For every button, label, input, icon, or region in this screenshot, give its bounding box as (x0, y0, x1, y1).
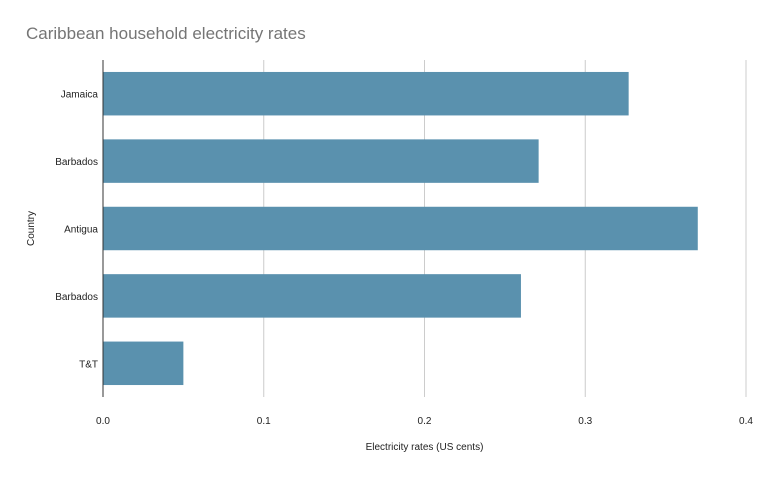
x-tick-labels: 0.0 0.1 0.2 0.3 0.4 (96, 416, 753, 427)
bars (103, 71, 698, 386)
y-category-label: Jamaica (61, 90, 99, 101)
bar (103, 71, 629, 116)
x-axis-title: Electricity rates (US cents) (366, 442, 484, 453)
x-tick-label: 0.0 (96, 416, 110, 427)
y-category-label: Barbados (55, 292, 98, 303)
y-category-label: Antigua (64, 225, 98, 236)
y-category-label: Barbados (55, 157, 98, 168)
chart-title: Caribbean household electricity rates (26, 24, 306, 43)
x-tick-label: 0.4 (739, 416, 753, 427)
x-tick-label: 0.3 (578, 416, 592, 427)
bar (103, 139, 539, 183)
y-axis-title: Country (26, 211, 37, 246)
bar (103, 341, 184, 386)
x-tick-label: 0.2 (418, 416, 432, 427)
y-category-label: T&T (79, 359, 98, 370)
bar (103, 206, 698, 251)
bar (103, 274, 521, 318)
y-category-labels: Jamaica Barbados Antigua Barbados T&T (55, 90, 98, 371)
x-tick-label: 0.1 (257, 416, 271, 427)
